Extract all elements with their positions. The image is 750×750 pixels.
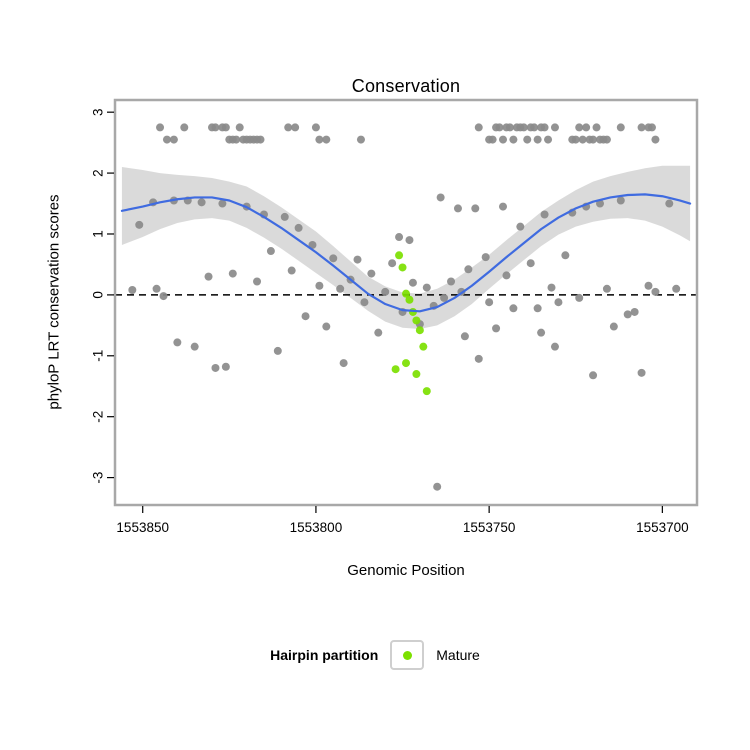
svg-text:1: 1 xyxy=(91,230,106,238)
legend-item-label: Mature xyxy=(436,647,480,663)
legend-title: Hairpin partition xyxy=(270,647,379,663)
panel-border xyxy=(113,98,699,507)
svg-text:1553800: 1553800 xyxy=(290,520,343,535)
y-ticks: -3 -2 -1 0 1 2 3 xyxy=(91,108,114,484)
mature-point-icon xyxy=(402,650,412,660)
x-axis-label: Genomic Position xyxy=(347,562,465,579)
svg-text:1553850: 1553850 xyxy=(116,520,169,535)
confidence-band xyxy=(121,165,691,329)
svg-text:0: 0 xyxy=(91,291,106,299)
gray-points xyxy=(128,123,681,491)
legend-key-box xyxy=(390,640,425,670)
svg-text:-2: -2 xyxy=(91,411,106,423)
x-ticks: 1553850 1553800 1553750 1553700 xyxy=(116,506,689,535)
svg-text:3: 3 xyxy=(91,108,106,116)
svg-text:1553750: 1553750 xyxy=(463,520,516,535)
chart-title: Conservation xyxy=(351,76,461,96)
smooth-line xyxy=(120,193,692,313)
svg-text:2: 2 xyxy=(91,169,106,177)
svg-text:1553700: 1553700 xyxy=(636,520,689,535)
svg-text:-3: -3 xyxy=(91,472,106,484)
legend: Hairpin partition Mature xyxy=(0,640,750,670)
svg-text:-1: -1 xyxy=(91,350,106,362)
